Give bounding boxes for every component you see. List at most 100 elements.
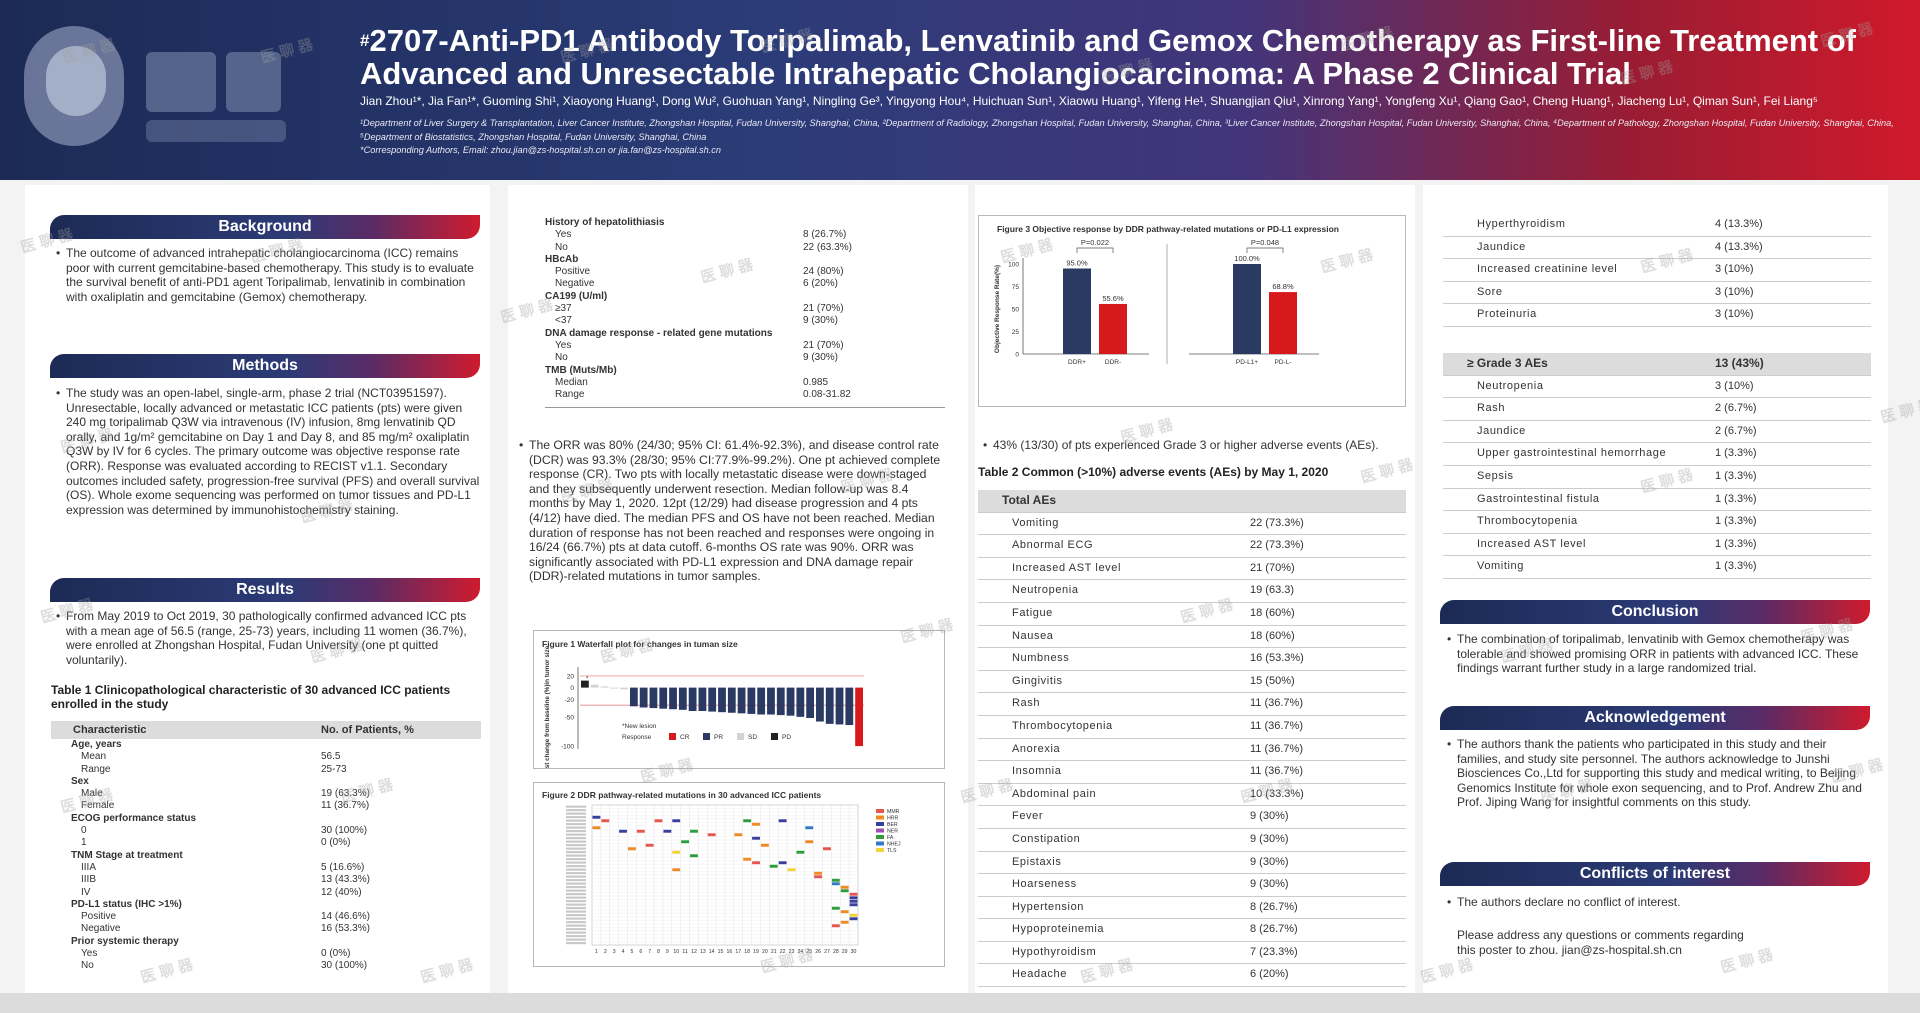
mutation-cell [619,829,627,833]
table-row: PD-L1 status (IHC >1%) [51,899,481,911]
row-value: 21 (70%) [803,303,844,315]
blurred-gene-label [566,826,586,829]
blurred-gene-label [566,851,586,854]
ae-row: Increased AST level 1 (3.3%) [1443,533,1871,557]
table-row: TNM Stage at treatment [51,850,481,862]
results-text: • From May 2019 to Oct 2019, 30 pathologi… [56,609,467,667]
row-label: No [555,241,568,253]
mutation-cell [849,917,858,921]
ae-value: 3 (10%) [1715,281,1871,305]
blurred-gene-label [566,889,586,892]
x-tick-label: 9 [666,949,669,955]
ae-row: Thrombocytopenia 1 (3.3%) [1443,510,1871,534]
ae-row: Anorexia 11 (36.7%) [978,738,1406,762]
table2-grade3: ≥ Grade 3 AEs 13 (43%) Neutropenia 3 (10%)… [1443,353,1871,579]
ae-name: Headache [978,963,1250,988]
x-tick-label: 2 [604,949,607,955]
table-row: Positive 14 (46.6%) [51,911,481,923]
ae-value: 1 (3.3%) [1715,465,1871,489]
ae-value: 4 (13.3%) [1715,236,1871,260]
y-axis-label: Best change from baseline (%)in tumor si… [544,645,551,768]
objective-response-chart: 100 75 50 25 0 Objective Response Rate(%) 95.0… [994,238,1319,366]
blurred-gene-label [566,858,586,861]
table-row: History of hepatolithiasis [545,217,945,229]
row-label: <37 [555,315,572,327]
mutation-cell [840,910,849,914]
mutation-cell [690,854,698,858]
row-label: Male [81,788,103,800]
row-section: DNA damage response - related gene mutat… [545,327,773,339]
row-label: No [555,352,568,364]
methods-text: • The study was an open-label, single-arm… [56,386,480,517]
legend-label: BER [887,822,898,828]
acknowledgement-banner: Acknowledgement [1440,706,1870,730]
x-tick-label: 10 [673,949,679,955]
mutation-cell [734,833,743,837]
row-value: 22 (63.3%) [803,241,852,253]
table-row: Sex [51,776,481,788]
blurred-gene-label [566,910,586,913]
ae-row: Rash 2 (6.7%) [1443,397,1871,421]
row-label: Median [555,376,588,388]
figure2-box: Figure 2 DDR pathway-related mutations i… [533,782,945,967]
ae-value: 18 (60%) [1250,625,1406,649]
ae-name: Sore [1443,281,1715,305]
x-tick-label: 27 [824,949,830,955]
ae-name: Sepsis [1443,465,1715,489]
table1-caption: Table 1 Clinicopathological characterist… [51,683,451,711]
ae-value: 2 (6.7%) [1715,420,1871,444]
figure1-title: Figure 1 Waterfall plot for changes in t… [542,639,738,649]
x-tick-label: 13 [700,949,706,955]
row-label: Yes [81,948,98,960]
table-row: Mean 56.5 [51,751,481,763]
x-tick-label: 15 [718,949,724,955]
mutation-cell [672,850,681,854]
mutation-cell [707,833,716,837]
blurred-gene-label [566,882,586,885]
blurred-gene-label [566,854,586,857]
ae-name: Abdominal pain [978,783,1250,807]
acknowledgement-text: • The authors thank the patients who part… [1447,737,1862,810]
blurred-gene-label [566,935,586,938]
x-tick-label: 4 [622,949,625,955]
ae-value: 4 (13.3%) [1715,214,1871,237]
table-row: Negative 6 (20%) [545,278,945,290]
ae-name: Increased AST level [978,557,1250,581]
p-value-label: P=0.048 [1251,238,1279,247]
ae-row: Constipation 9 (30%) [978,828,1406,852]
ae-value: 7 (23.3%) [1250,941,1406,965]
blurred-gene-label [566,938,586,941]
mutation-cell [849,899,858,903]
ae-row: Proteinuria 3 (10%) [1443,303,1871,327]
table-row: Male 19 (63.3%) [51,788,481,800]
waterfall-bar [825,687,834,724]
table-row: <37 9 (30%) [545,315,945,327]
ae-row: Nausea 18 (60%) [978,625,1406,649]
corresponding-authors: *Corresponding Authors, Email: zhou.jian… [360,145,721,155]
row-value: 30 (100%) [321,960,368,972]
new-lesion-marker: * [586,677,589,683]
waterfall-bar [669,687,677,710]
mutation-cell [627,847,636,851]
blurred-gene-label [566,875,586,878]
blurred-gene-label [566,833,586,836]
blurred-gene-label [566,865,586,868]
table-row: Positive 24 (80%) [545,266,945,278]
methods-banner: Methods [50,354,480,378]
x-tick-label: 23 [789,949,795,955]
legend-label: TLS [887,848,897,854]
row-section: CA199 (U/ml) [545,290,608,302]
ae-value: 18 (60%) [1250,602,1406,626]
waterfall-bar [708,687,717,712]
waterfall-bar [776,687,785,716]
ae-value: 11 (36.7%) [1250,692,1406,716]
blurred-logo [6,12,346,172]
ae-value: 3 (10%) [1715,375,1871,399]
mutation-cell [831,924,840,928]
ae-name: Jaundice [1443,236,1715,260]
ae-name: Vomiting [1443,555,1715,579]
mutation-cell [831,882,840,886]
blurred-gene-label [566,907,586,910]
mutation-cell [849,913,858,917]
legend-title: Response [622,734,652,741]
